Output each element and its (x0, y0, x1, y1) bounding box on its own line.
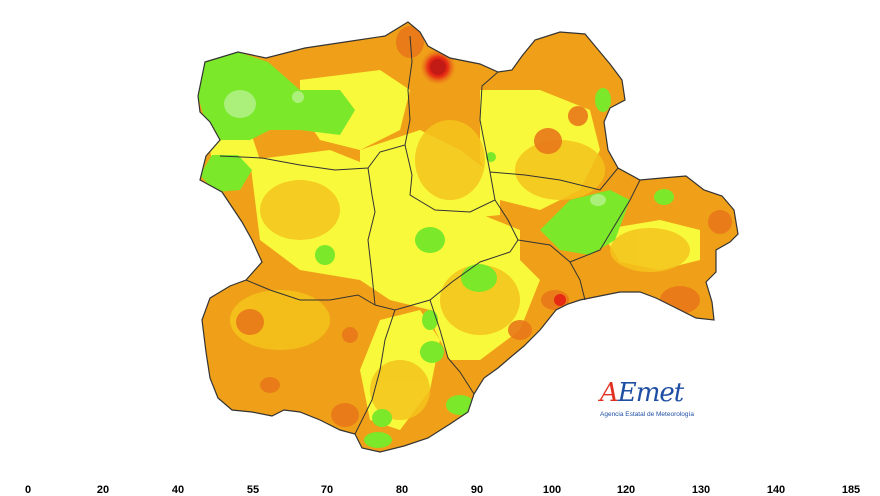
scale-label: 100 (542, 484, 562, 496)
scale-label: 20 (96, 484, 110, 496)
scale-label: 55 (246, 484, 260, 496)
scale-label: 0 (24, 484, 32, 496)
aemet-logo: AEmet Agencia Estatal de Meteorología (596, 378, 696, 424)
scale-label: 130 (691, 484, 711, 496)
scale-label: 40 (171, 484, 185, 496)
scale-label: 80 (395, 484, 409, 496)
scale-label: 120 (616, 484, 636, 496)
logo-wordmark: AEmet (600, 378, 684, 408)
logo-subtitle: Agencia Estatal de Meteorología (600, 411, 694, 418)
color-scale-labels: 0 20 40 55 70 80 90 100 120 130 140 185 (0, 484, 880, 496)
precipitation-map (197, 21, 739, 453)
scale-label: 185 (841, 484, 861, 496)
scale-label: 90 (470, 484, 484, 496)
scale-label: 140 (766, 484, 786, 496)
scale-label: 70 (320, 484, 334, 496)
